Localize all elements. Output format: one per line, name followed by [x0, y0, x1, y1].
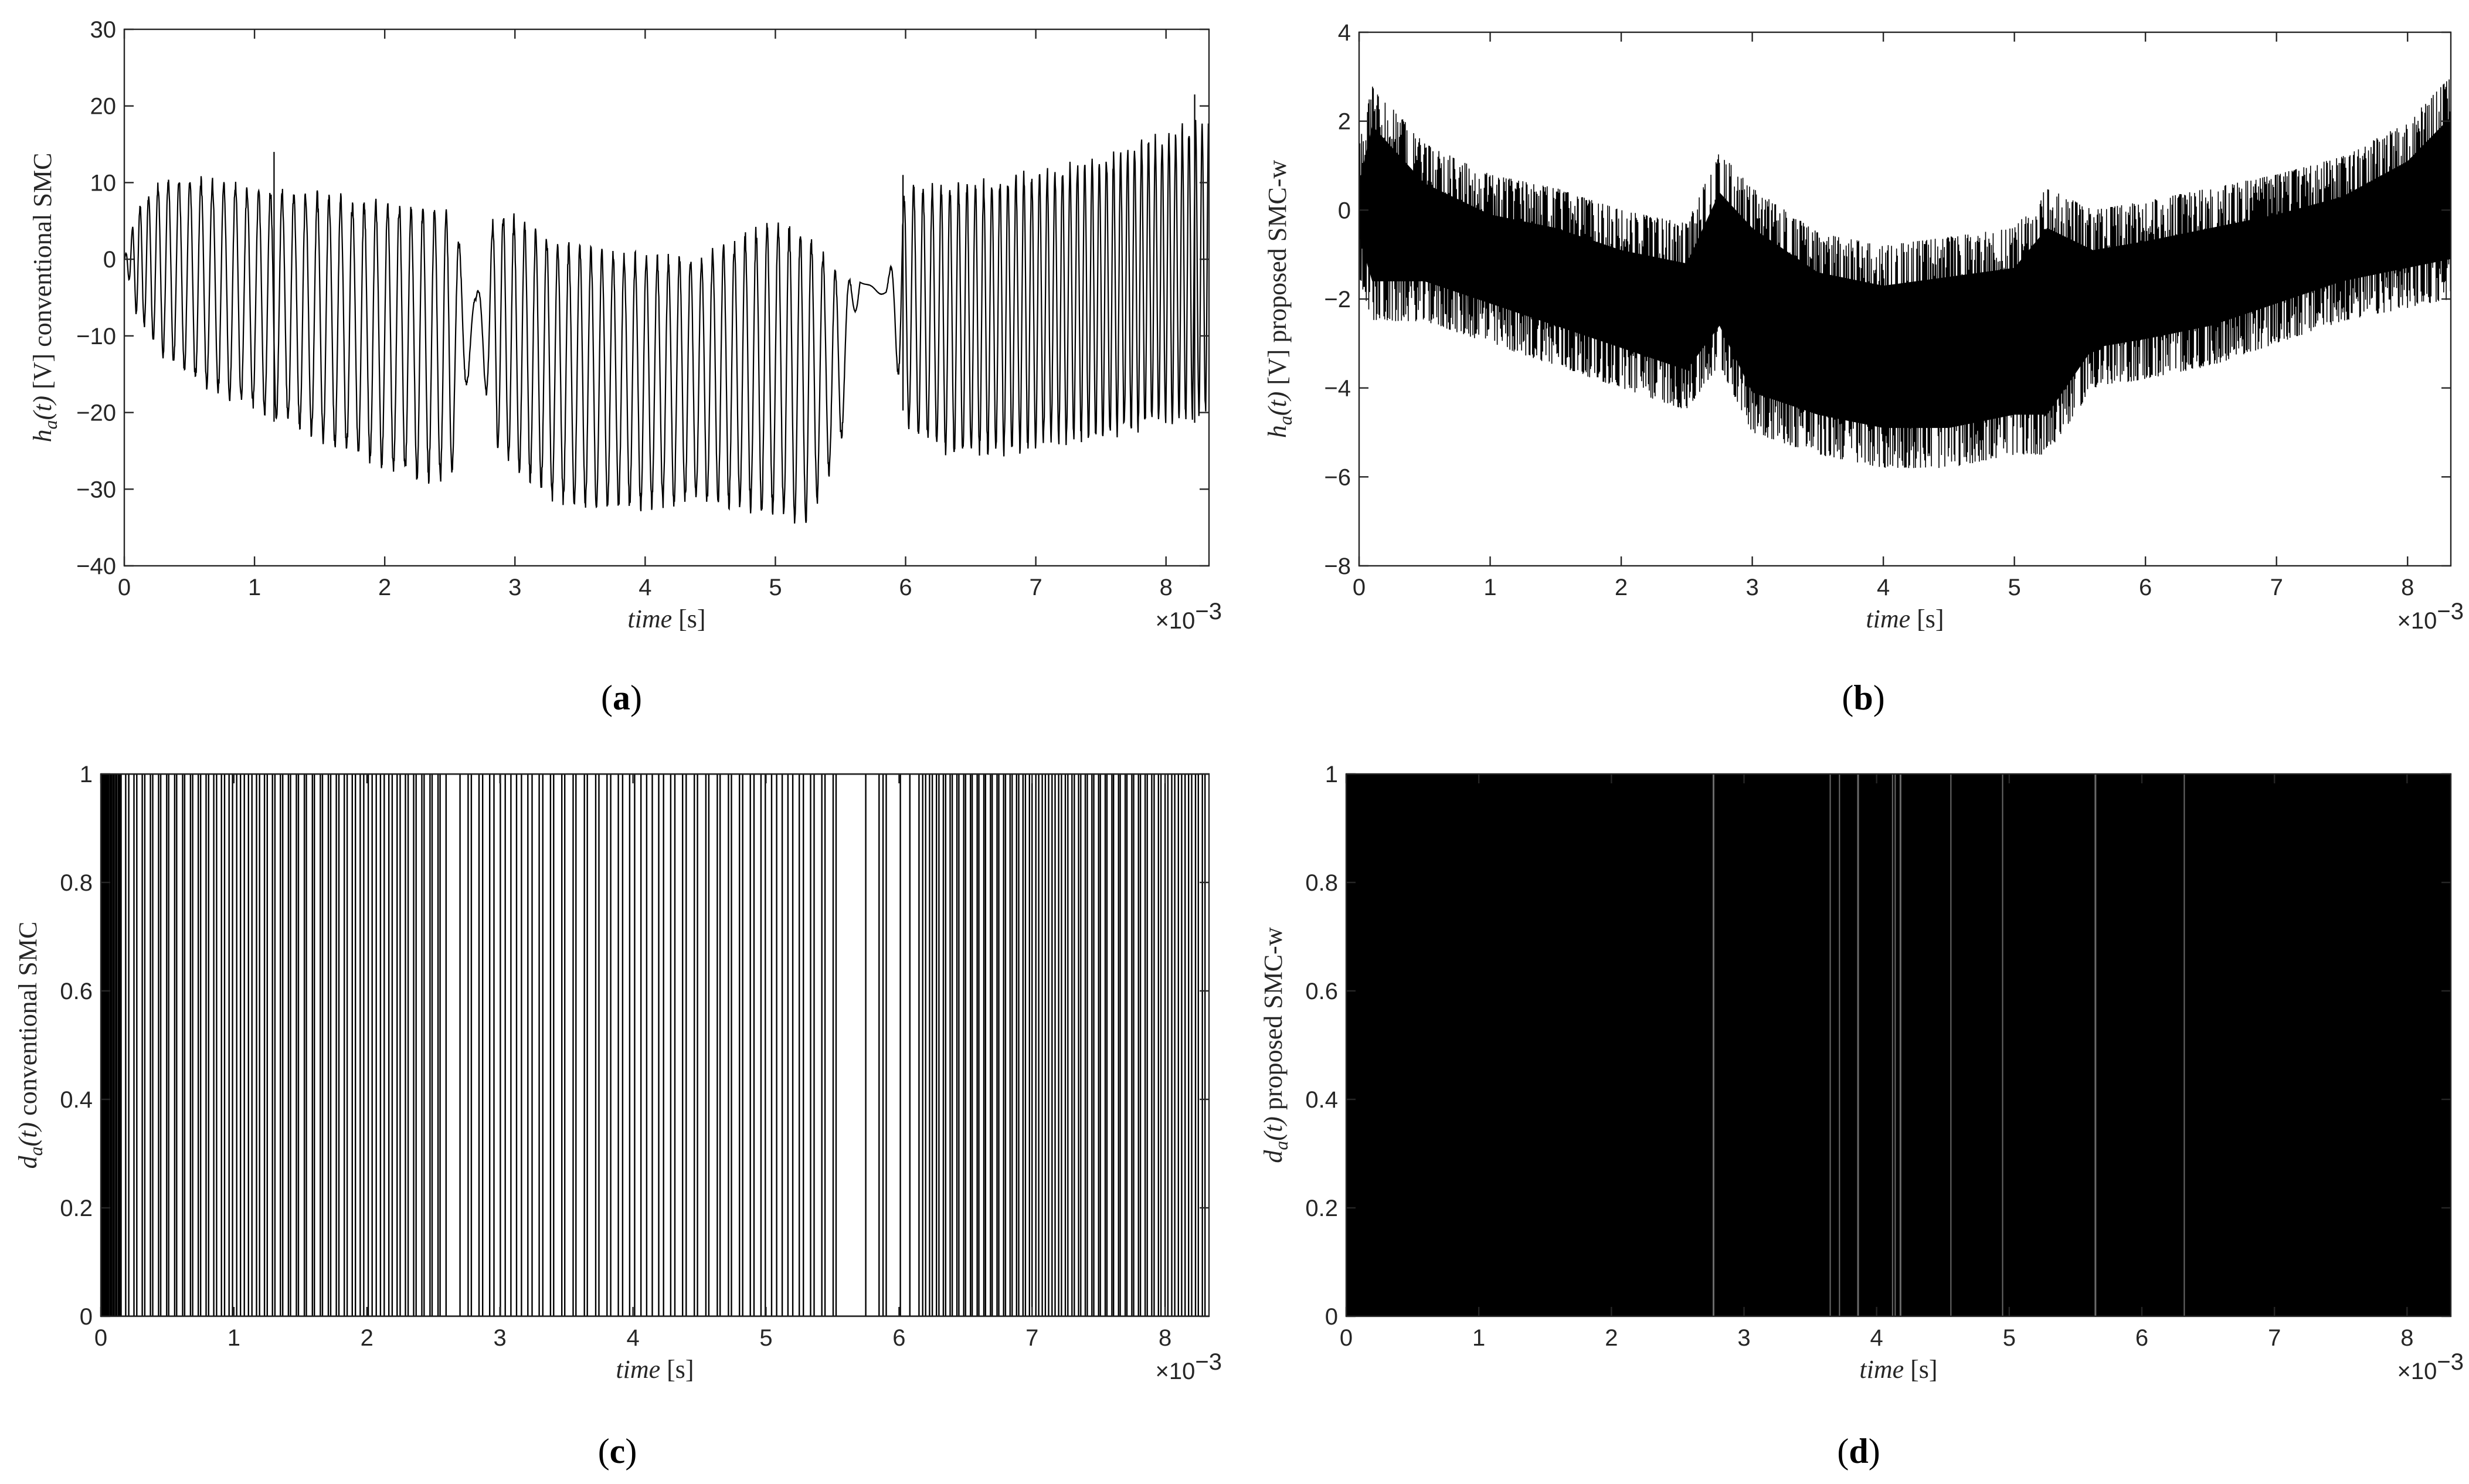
chart-a: 0 1 2 3 4 5 6 7 8 −40 −30 −20 −10 0 10 20 30 ×10−3 time [s…: [28, 17, 1222, 717]
ytick-label: 0.4: [60, 1087, 93, 1113]
series-line-c: [101, 774, 1209, 1316]
xtick-label: 7: [1025, 1325, 1038, 1351]
plot-area-d: [1346, 774, 2451, 1316]
ytick-label: 2: [1338, 109, 1351, 135]
xtick-label: 2: [378, 575, 391, 600]
axes-frame-c: [100, 773, 1210, 1317]
ytick-label: 30: [90, 17, 117, 43]
ytick-label: −30: [76, 477, 116, 502]
ytick-label: −40: [76, 553, 116, 579]
xtick-label: 7: [1029, 575, 1042, 600]
x-axis-label-d: time [s]: [1859, 1355, 1937, 1384]
xtick-label: 1: [1483, 575, 1496, 600]
xtick-label: 0: [118, 575, 131, 600]
ytick-label: 0: [80, 1304, 93, 1330]
xtick-label: 6: [899, 575, 912, 600]
xtick-label: 6: [2135, 1325, 2148, 1351]
xtick-label: 5: [2003, 1325, 2016, 1351]
ytick-label: 0.8: [60, 870, 93, 896]
chart-d: 0 1 2 3 4 5 6 7 8 0 0.2 0.4 0.6 0.8 1 ×10−3 time [s] da(t…: [1259, 762, 2464, 1471]
xtick-label: 1: [1472, 1325, 1485, 1351]
y-axis-label-d: da(t) proposed SMC-w: [1259, 927, 1292, 1163]
ytick-label: 0.6: [60, 979, 93, 1004]
plot-area-b: [1359, 79, 2451, 468]
ytick-label: −2: [1324, 287, 1351, 313]
xtick-label: 3: [508, 575, 521, 600]
xtick-label: 3: [1737, 1325, 1750, 1351]
caption-d: (d): [1837, 1432, 1880, 1471]
ytick-label: −4: [1324, 376, 1351, 402]
xtick-label: 0: [1353, 575, 1366, 600]
x-axis-label-b: time [s]: [1866, 605, 1944, 633]
xtick-label: 5: [2008, 575, 2021, 600]
ytick-label: 20: [90, 94, 117, 120]
y-axis-label-c: da(t) conventional SMC: [13, 922, 46, 1169]
xtick-label: 1: [227, 1325, 240, 1351]
xtick-label: 7: [2270, 575, 2283, 600]
ytick-label: −20: [76, 400, 116, 426]
caption-a: (a): [601, 678, 642, 717]
x-exponent-a: ×10−3: [1156, 599, 1222, 634]
y-axis-label-b: ha(t) [V] proposed SMC-w: [1263, 160, 1296, 439]
x-exponent-b: ×10−3: [2397, 599, 2464, 634]
plot-area-a: [124, 94, 1209, 524]
x-axis-label-a: time [s]: [627, 605, 705, 633]
ytick-label: 10: [90, 170, 117, 196]
plot-area-c: [101, 774, 1209, 1316]
ytick-label: 0.6: [1305, 979, 1338, 1004]
xtick-label: 0: [1340, 1325, 1353, 1351]
caption-b: (b): [1842, 678, 1884, 717]
ytick-label: 1: [1325, 762, 1338, 787]
xtick-label: 6: [892, 1325, 905, 1351]
xtick-label: 2: [1605, 1325, 1618, 1351]
ytick-label: 4: [1338, 20, 1351, 46]
x-exponent-d: ×10−3: [2397, 1349, 2464, 1384]
xtick-label: 3: [494, 1325, 507, 1351]
xtick-label: 1: [248, 575, 261, 600]
y-axis-label-a: ha(t) [V] conventional SMC: [28, 153, 61, 443]
axes-frame-a: [123, 28, 1210, 567]
ytick-label: 0.2: [60, 1196, 93, 1221]
ytick-label: 1: [80, 762, 93, 787]
caption-c: (c): [598, 1432, 637, 1471]
xtick-label: 4: [626, 1325, 639, 1351]
xtick-label: 4: [1877, 575, 1890, 600]
xtick-label: 7: [2268, 1325, 2281, 1351]
series-band-b: [1359, 117, 2451, 428]
ytick-label: 0.8: [1305, 870, 1338, 896]
axes-frame-d: [1345, 773, 2452, 1317]
ytick-label: 0.2: [1305, 1196, 1338, 1221]
x-axis-label-c: time [s]: [616, 1355, 694, 1384]
ytick-label: 0: [1325, 1304, 1338, 1330]
x-exponent-c: ×10−3: [1156, 1349, 1222, 1384]
ytick-label: 0.4: [1305, 1087, 1338, 1113]
xtick-label: 3: [1745, 575, 1758, 600]
chart-b: 0 1 2 3 4 5 6 7 8 −8 −6 −4 −2 0 2 4 ×10−3 time [s] ha(t) […: [1263, 20, 2464, 717]
series-line-a: [124, 120, 1209, 524]
series-fill-d: [1346, 774, 2451, 1316]
xtick-label: 2: [1615, 575, 1628, 600]
xtick-label: 6: [2139, 575, 2152, 600]
xtick-label: 8: [1159, 1325, 1171, 1351]
ytick-label: 0: [1338, 198, 1351, 223]
xtick-label: 8: [2400, 1325, 2413, 1351]
xtick-label: 0: [94, 1325, 107, 1351]
xtick-label: 5: [759, 1325, 772, 1351]
ytick-label: 0: [103, 247, 116, 273]
ytick-label: −10: [76, 324, 116, 349]
xtick-label: 8: [1160, 575, 1173, 600]
xtick-label: 5: [769, 575, 782, 600]
chart-c: 0 1 2 3 4 5 6 7 8 0 0.2 0.4 0.6 0.8 1 ×10−3 time [s] da(t…: [13, 762, 1222, 1471]
ytick-label: −8: [1324, 553, 1351, 579]
xtick-label: 2: [361, 1325, 373, 1351]
xtick-label: 4: [639, 575, 651, 600]
xtick-label: 4: [1870, 1325, 1883, 1351]
ytick-label: −6: [1324, 464, 1351, 490]
xtick-label: 8: [2401, 575, 2414, 600]
